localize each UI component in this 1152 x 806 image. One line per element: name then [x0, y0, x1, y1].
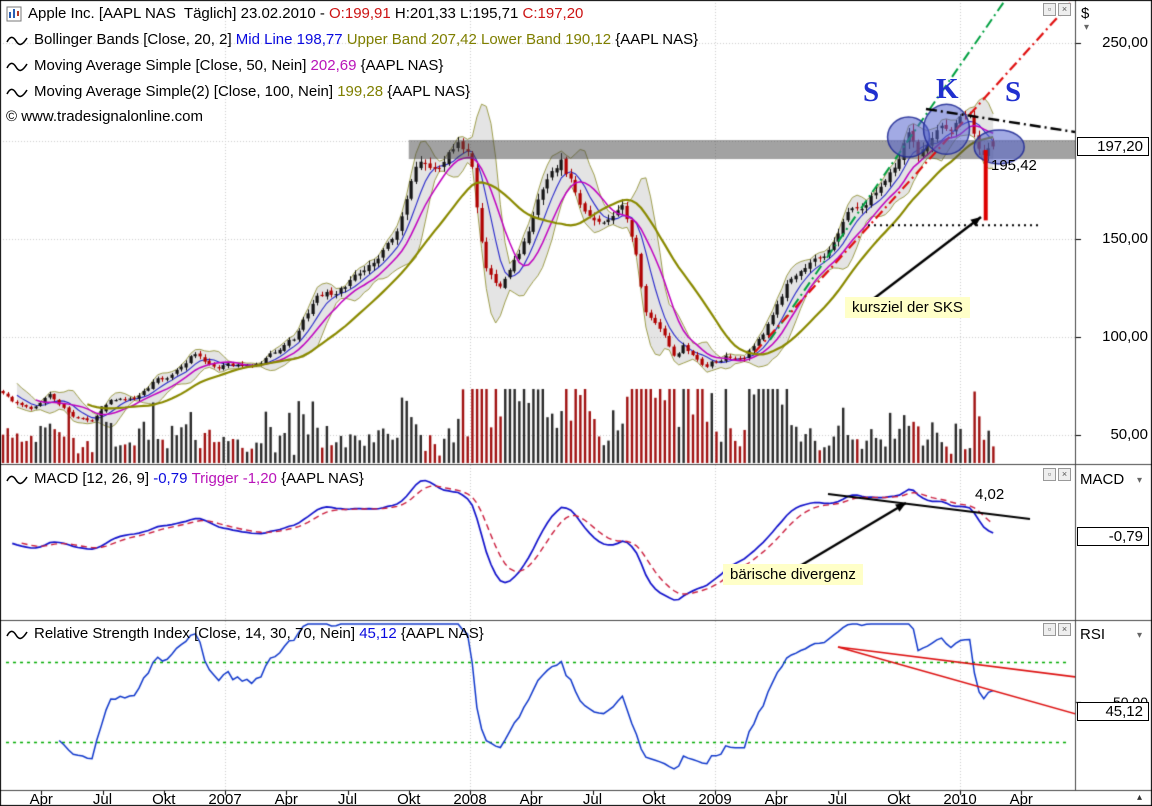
- close-icon[interactable]: ×: [1058, 468, 1071, 481]
- price-axis-dropdown-icon[interactable]: ▾: [1084, 22, 1090, 33]
- time-axis-label: 2008: [453, 791, 487, 806]
- legend-bollinger[interactable]: Bollinger Bands [Close, 20, 2] Mid Line …: [6, 31, 698, 48]
- ma100-symbol: {AAPL NAS}: [387, 83, 471, 100]
- macd-axis-label: MACD: [1080, 471, 1125, 488]
- instrument-title: Apple Inc. [AAPL NAS Täglich] 23.02.2010…: [28, 5, 330, 22]
- open-value: O:199,91: [329, 5, 395, 22]
- scroll-up-icon[interactable]: ▴: [1137, 792, 1143, 803]
- price-axis-unit[interactable]: $: [1081, 5, 1090, 22]
- rsi-symbol: {AAPL NAS}: [400, 625, 484, 642]
- close-icon[interactable]: ×: [1058, 3, 1071, 16]
- copyright: © www.tradesignalonline.com: [6, 108, 203, 125]
- bollinger-name: Bollinger Bands [Close, 20, 2]: [34, 31, 236, 48]
- macd-symbol: {AAPL NAS}: [281, 470, 364, 487]
- restore-icon[interactable]: ▫: [1043, 623, 1056, 636]
- rsi-badge: 45,12: [1077, 702, 1149, 721]
- left-shoulder-letter: S: [863, 76, 880, 108]
- price-axis-label: 150,00: [1102, 230, 1148, 247]
- copyright-text: © www.tradesignalonline.com: [6, 108, 203, 125]
- bollinger-bands: Upper Band 207,42 Lower Band 190,12: [346, 31, 616, 48]
- time-axis-label: Apr: [764, 791, 788, 806]
- high-low-values: H:201,33 L:195,71: [394, 5, 523, 22]
- panel-controls-rsi: ▫ ×: [1043, 623, 1071, 636]
- indicator-icon: [6, 473, 28, 485]
- indicator-icon: [6, 86, 28, 98]
- ma100-value: 199,28: [337, 83, 388, 100]
- ma50-value: 202,69: [310, 57, 361, 74]
- time-axis-label: 2007: [208, 791, 242, 806]
- bollinger-mid: Mid Line 198,77: [235, 31, 347, 48]
- time-axis-label: Okt: [397, 791, 421, 806]
- instrument-icon: [6, 6, 22, 22]
- price-axis-label: 100,00: [1102, 328, 1148, 345]
- time-axis-label: Jul: [582, 791, 603, 806]
- time-axis-label: 2010: [943, 791, 977, 806]
- indicator-icon: [6, 60, 28, 72]
- legend-ma100[interactable]: Moving Average Simple(2) [Close, 100, Ne…: [6, 83, 470, 100]
- time-axis-label: Okt: [642, 791, 666, 806]
- bollinger-symbol: {AAPL NAS}: [615, 31, 699, 48]
- time-axis-label: Okt: [152, 791, 176, 806]
- restore-icon[interactable]: ▫: [1043, 3, 1056, 16]
- panel-controls-main: ▫ ×: [1043, 3, 1071, 16]
- ma50-name: Moving Average Simple [Close, 50, Nein]: [34, 57, 311, 74]
- macd-peak-label: 4,02: [975, 486, 1005, 503]
- time-axis-label: Apr: [29, 791, 53, 806]
- indicator-icon: [6, 628, 28, 640]
- macd-value: -0,79: [153, 470, 192, 487]
- time-axis-label: Apr: [274, 791, 298, 806]
- legend-rsi[interactable]: Relative Strength Index [Close, 14, 30, …: [6, 625, 484, 642]
- macd-axis-dropdown-icon[interactable]: ▾: [1137, 475, 1143, 486]
- restore-icon[interactable]: ▫: [1043, 468, 1056, 481]
- time-axis-label: Okt: [887, 791, 911, 806]
- ma50-symbol: {AAPL NAS}: [360, 57, 444, 74]
- close-value: C:197,20: [522, 5, 584, 22]
- legend-macd[interactable]: MACD [12, 26, 9] -0,79 Trigger -1,20 {AA…: [6, 470, 364, 487]
- time-axis-label: Apr: [519, 791, 543, 806]
- sks-target-label: kursziel der SKS: [845, 297, 970, 318]
- divergence-label: bärische divergenz: [723, 564, 863, 585]
- neckline-break-label: 195,42: [991, 157, 1037, 174]
- rsi-name: Relative Strength Index [Close, 14, 30, …: [34, 625, 360, 642]
- price-axis-label: 250,00: [1102, 34, 1148, 51]
- macd-badge: -0,79: [1077, 527, 1149, 546]
- time-axis-label: Jul: [827, 791, 848, 806]
- rsi-value: 45,12: [359, 625, 401, 642]
- macd-trigger: Trigger -1,20: [191, 470, 282, 487]
- panel-controls-macd: ▫ ×: [1043, 468, 1071, 481]
- legend-price[interactable]: Apple Inc. [AAPL NAS Täglich] 23.02.2010…: [6, 5, 583, 22]
- right-shoulder-letter: S: [1005, 76, 1022, 108]
- time-axis-label: Jul: [337, 791, 358, 806]
- legend-ma50[interactable]: Moving Average Simple [Close, 50, Nein] …: [6, 57, 443, 74]
- rsi-axis-label: RSI: [1080, 626, 1106, 643]
- head-letter: K: [936, 73, 959, 105]
- price-axis-label: 50,00: [1110, 426, 1148, 443]
- macd-name: MACD [12, 26, 9]: [34, 470, 154, 487]
- close-icon[interactable]: ×: [1058, 623, 1071, 636]
- time-axis-label: Apr: [1009, 791, 1033, 806]
- time-axis-label: Jul: [92, 791, 113, 806]
- rsi-axis-dropdown-icon[interactable]: ▾: [1137, 630, 1143, 641]
- ma100-name: Moving Average Simple(2) [Close, 100, Ne…: [34, 83, 338, 100]
- time-axis-label: 2009: [698, 791, 732, 806]
- indicator-icon: [6, 34, 28, 46]
- price-badge: 197,20: [1077, 137, 1149, 156]
